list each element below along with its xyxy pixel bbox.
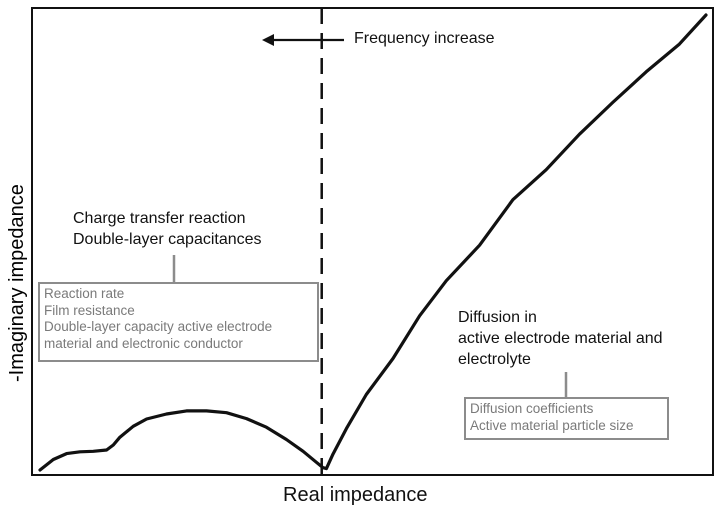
box-line: Active material particle size [470, 417, 634, 433]
series-line-0 [38, 13, 708, 472]
diffusion-heading-line: Diffusion in [458, 309, 537, 326]
box-line: Reaction rate [44, 286, 125, 301]
plot-frame [31, 7, 714, 476]
box-line: Double-layer capacity active electrode [44, 319, 273, 334]
charge-transfer-parameters-box: Reaction rate Film resistance Double-lay… [38, 282, 319, 362]
diffusion-heading-line: active electrode material and [458, 330, 663, 347]
y-axis-label: -Imaginary impedance [6, 184, 28, 382]
frequency-increase-label: Frequency increase [354, 30, 495, 47]
diffusion-heading: Diffusion in active electrode material a… [458, 307, 663, 370]
charge-transfer-heading: Charge transfer reaction Double-layer ca… [73, 208, 262, 250]
box-line: Diffusion coefficients [470, 401, 594, 416]
charge-transfer-heading-line: Double-layer capacitances [73, 231, 262, 248]
box-line: material and electronic conductor [44, 335, 243, 351]
diffusion-heading-line: electrolyte [458, 351, 531, 368]
x-axis-label: Real impedance [283, 484, 428, 506]
diffusion-parameters-box: Diffusion coefficients Active material p… [464, 397, 669, 440]
box-line: Film resistance [44, 302, 135, 318]
charge-transfer-heading-line: Charge transfer reaction [73, 210, 246, 227]
frequency-arrow-head [262, 34, 274, 46]
